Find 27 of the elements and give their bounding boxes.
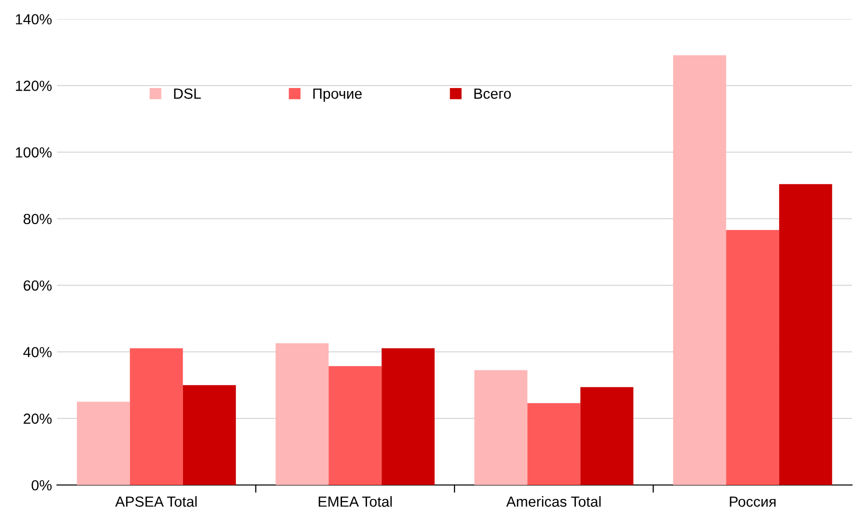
bar <box>527 403 580 485</box>
x-tick-label: APSEA Total <box>115 496 197 507</box>
bar <box>130 348 183 485</box>
bar <box>276 343 329 485</box>
legend-label: Всего <box>474 88 511 99</box>
y-tick-label: 0% <box>32 480 52 490</box>
bar <box>779 184 832 485</box>
bar <box>673 55 726 485</box>
bar <box>474 370 528 485</box>
legend-label: DSL <box>174 88 201 99</box>
bar <box>76 402 130 485</box>
bar <box>726 230 780 485</box>
bar <box>580 387 634 485</box>
x-tick-label: EMEA Total <box>318 496 392 507</box>
bar <box>182 385 236 485</box>
y-tick-label: 100% <box>16 147 52 158</box>
y-tick-label: 40% <box>23 346 52 358</box>
y-tick-label: 80% <box>24 214 52 224</box>
y-tick-label: 60% <box>24 280 52 291</box>
y-tick-label: 120% <box>16 80 52 91</box>
y-tick-label: 140% <box>16 14 52 24</box>
legend-label: Прочие <box>313 88 362 102</box>
x-tick-label: Americas Total <box>506 496 601 507</box>
bar <box>328 366 382 485</box>
x-tick-label: Россия <box>730 496 776 507</box>
y-tick-label: 20% <box>24 414 52 424</box>
bar <box>382 348 435 485</box>
